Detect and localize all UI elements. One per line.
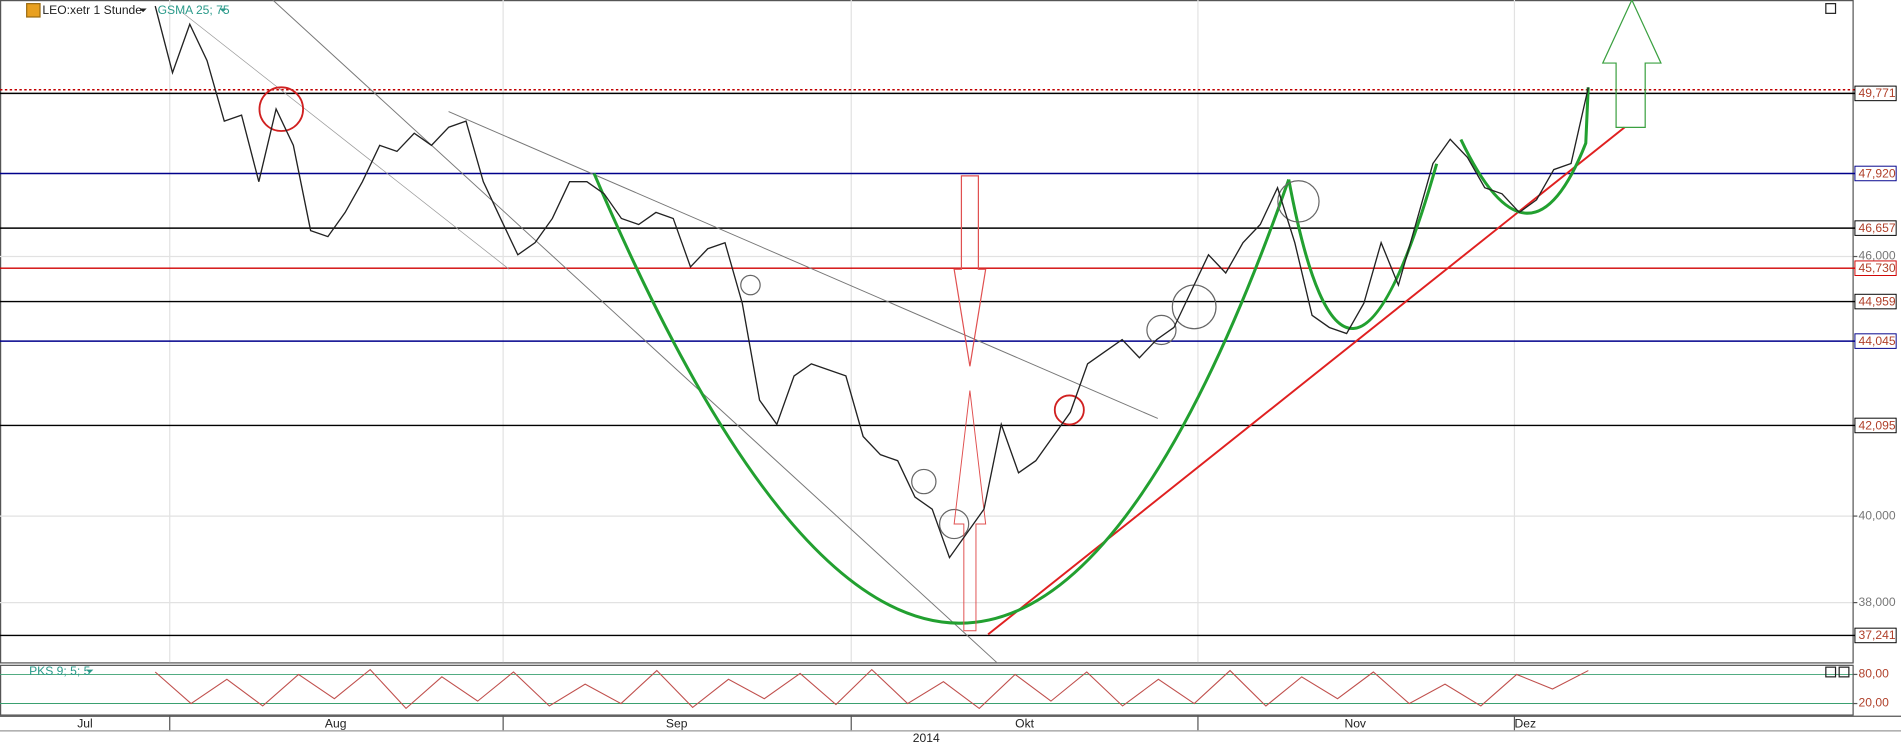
x-tick-label: Dez	[1515, 716, 1537, 730]
level-label-box	[1854, 627, 1897, 644]
dropdown-caret[interactable]	[219, 8, 227, 13]
y-tick-label: 80,00	[1859, 667, 1890, 681]
price-line	[154, 5, 1589, 560]
symbol-icon	[26, 3, 41, 18]
trend-line	[181, 11, 510, 270]
dropdown-caret[interactable]	[86, 669, 94, 674]
x-tick-label: Nov	[1344, 716, 1366, 730]
indicator-title[interactable]: PKS 9; 5; 5	[29, 664, 91, 678]
level-label: 42,095	[1859, 418, 1896, 432]
level-label-box	[1854, 85, 1897, 102]
marker-circle	[1146, 314, 1177, 346]
trend-line	[272, 0, 997, 663]
level-label: 37,241	[1859, 628, 1896, 642]
close-button[interactable]	[1838, 666, 1850, 678]
marker-circle	[258, 86, 305, 132]
dropdown-caret[interactable]	[139, 8, 147, 13]
cup-curve	[1287, 163, 1439, 330]
breakout-arrow	[1601, 0, 1662, 128]
level-label-box	[1854, 417, 1897, 434]
marker-circle	[911, 468, 937, 495]
level-label: 45,730	[1859, 261, 1896, 275]
main-pane	[0, 0, 1854, 664]
maximize-button[interactable]	[1825, 666, 1837, 678]
arrow-up	[953, 390, 987, 632]
level-label: 44,045	[1859, 334, 1896, 348]
arrow-down	[953, 175, 987, 367]
y-tick-label: 40,000	[1859, 508, 1896, 522]
cup-curve	[592, 172, 1291, 625]
symbol-label[interactable]: LEO:xetr 1 Stunde	[42, 3, 142, 17]
indicator-label[interactable]: GSMA 25; 75	[158, 3, 230, 17]
marker-circle	[1277, 180, 1320, 223]
year-label: 2014	[913, 731, 940, 745]
level-label-box	[1854, 333, 1897, 349]
level-label: 47,920	[1859, 166, 1896, 180]
level-label: 49,771	[1859, 86, 1896, 100]
y-tick-label: 20,00	[1859, 696, 1890, 710]
x-tick-label: Okt	[1015, 716, 1034, 730]
price-line	[154, 668, 1589, 710]
indicator-pane	[0, 664, 1854, 716]
level-label: 46,657	[1859, 221, 1896, 235]
level-label-box	[1854, 293, 1897, 310]
trend-line	[448, 111, 1159, 419]
levels	[0, 89, 1855, 637]
marker-circle	[1053, 394, 1085, 426]
y-tick-label: 38,000	[1859, 595, 1896, 609]
x-tick-label: Aug	[325, 716, 347, 730]
level-label-box	[1854, 165, 1897, 182]
handle-curve	[1459, 87, 1590, 215]
level-label-box	[1854, 220, 1897, 236]
series	[154, 5, 1589, 710]
maximize-button[interactable]	[1825, 3, 1837, 14]
marker-circle	[938, 508, 970, 540]
marker-circle	[740, 274, 761, 296]
level-label-box	[1854, 260, 1897, 276]
level-label: 44,959	[1859, 294, 1896, 308]
grid	[0, 0, 1858, 731]
x-tick-label: Sep	[666, 716, 688, 730]
x-tick-label: Jul	[77, 716, 92, 730]
y-tick-label: 46,000	[1859, 249, 1896, 263]
